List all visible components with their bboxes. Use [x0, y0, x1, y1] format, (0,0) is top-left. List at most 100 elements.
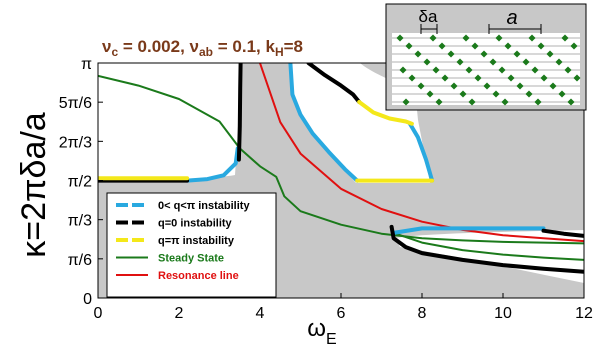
- legend-label-1: q=0 instability: [158, 218, 233, 230]
- inset-atom: [501, 98, 509, 106]
- inset-atom: [462, 34, 470, 42]
- inset-atom: [534, 98, 542, 106]
- x-tick-label-2: 4: [256, 305, 265, 322]
- inset-atom: [402, 98, 410, 106]
- legend-items: 0< q<π instability q=0 instability q=π ins…: [116, 200, 250, 282]
- inset-lattice-area: [392, 33, 580, 105]
- series-12-line: [357, 100, 414, 126]
- y-tick-label-4: 2π/3: [59, 134, 92, 151]
- x-axis-label: ωE: [307, 315, 336, 348]
- series-5-line: [391, 226, 546, 235]
- ticks-layer: 0 2 4 6 8 10 12 0 π/6 π/3 π/2 2π/3 5π/6 π: [59, 56, 593, 322]
- series-3-line: [185, 146, 240, 183]
- title-k-val: =8: [284, 37, 303, 56]
- inset-atom: [468, 98, 476, 106]
- inset-atom: [456, 58, 464, 66]
- inset-atom: [396, 34, 404, 42]
- title-nu-ab: ν: [190, 37, 199, 56]
- inset-atom: [471, 42, 479, 50]
- y-tick-label-1: π/6: [68, 252, 92, 269]
- series-7-line: [236, 63, 243, 162]
- inset-atom: [528, 34, 536, 42]
- inset-atom: [399, 66, 407, 74]
- inset-atom: [465, 66, 473, 74]
- inset-dots: [396, 34, 581, 106]
- inset-atom: [549, 82, 557, 90]
- inset-label-delta-a: δa: [419, 7, 438, 26]
- inset-atom: [489, 58, 497, 66]
- title-nu-c-sub: c: [111, 45, 118, 59]
- x-tick-label-5: 10: [494, 305, 512, 322]
- inset-lattice: δa a: [385, 3, 587, 111]
- x-axis-label-main: ω: [307, 315, 326, 342]
- inset-atom: [513, 50, 521, 58]
- inset-atom: [570, 42, 578, 50]
- y-tick-label-2: π/3: [68, 213, 92, 230]
- inset-atom: [408, 74, 416, 82]
- series-6-line: [407, 121, 435, 183]
- legend: 0< q<π instability q=0 instability q=π ins…: [106, 192, 277, 298]
- title-nu-ab-sub: ab: [199, 45, 213, 59]
- inset-atom: [537, 42, 545, 50]
- x-tick-label-3: 6: [337, 305, 346, 322]
- x-tick-label-6: 12: [575, 305, 593, 322]
- inset-atom: [531, 66, 539, 74]
- x-axis-label-sub: E: [326, 331, 337, 348]
- series-11-line: [389, 224, 584, 274]
- inset-atom: [432, 66, 440, 74]
- inset-atom: [450, 82, 458, 90]
- inset-atom: [495, 34, 503, 42]
- stable-region-left: [98, 63, 240, 181]
- series-0-line: [98, 74, 584, 245]
- legend-label-4: Resonance line: [158, 270, 239, 282]
- series-4-line: [288, 63, 360, 183]
- inset-atom: [507, 74, 515, 82]
- inset-atom: [459, 90, 467, 98]
- y-tick-label-3: π/2: [68, 173, 92, 190]
- series-10-line: [541, 228, 584, 238]
- inset-atom: [429, 34, 437, 42]
- title-nu-c: ν: [102, 37, 111, 56]
- inset-atom: [447, 50, 455, 58]
- inset-atom: [417, 82, 425, 90]
- inset-atom: [573, 74, 581, 82]
- inset-atom: [525, 90, 533, 98]
- legend-label-2: q=π instability: [158, 235, 235, 247]
- inset-atom: [546, 50, 554, 58]
- inset-atom: [414, 50, 422, 58]
- series-layer: [98, 63, 584, 274]
- inset-atom: [441, 74, 449, 82]
- inset-atom: [522, 58, 530, 66]
- inset-atom: [504, 42, 512, 50]
- y-tick-label-0: 0: [83, 291, 92, 308]
- inset-atom: [438, 42, 446, 50]
- legend-box: [106, 192, 277, 298]
- inset-atom: [567, 98, 575, 106]
- legend-label-0: 0< q<π instability: [158, 200, 250, 212]
- inset-atom: [405, 42, 413, 50]
- inset-label-a: a: [506, 7, 517, 29]
- series-9-line: [306, 63, 362, 104]
- x-tick-label-0: 0: [94, 305, 103, 322]
- inset-atom: [423, 58, 431, 66]
- inset-atom: [561, 34, 569, 42]
- inset-atom: [480, 50, 488, 58]
- inset-atom: [483, 82, 491, 90]
- chart-title: νc = 0.002, νab = 0.1, kH=8: [102, 37, 303, 59]
- inset-atom: [558, 90, 566, 98]
- legend-label-3: Steady State: [158, 253, 224, 265]
- inset-atom: [516, 82, 524, 90]
- inset-atom: [564, 66, 572, 74]
- series-2-line: [259, 63, 584, 243]
- inset-atom: [426, 90, 434, 98]
- inset-atom: [555, 58, 563, 66]
- title-nu-ab-val: = 0.1, k: [213, 37, 275, 56]
- inset-atom: [492, 90, 500, 98]
- series-1-line: [392, 231, 584, 261]
- y-tick-label-6: π: [81, 56, 92, 73]
- inset-atom: [498, 66, 506, 74]
- inset-atom: [474, 74, 482, 82]
- x-tick-label-4: 8: [418, 305, 427, 322]
- title-nu-c-val: = 0.002,: [118, 37, 189, 56]
- inset-atom: [435, 98, 443, 106]
